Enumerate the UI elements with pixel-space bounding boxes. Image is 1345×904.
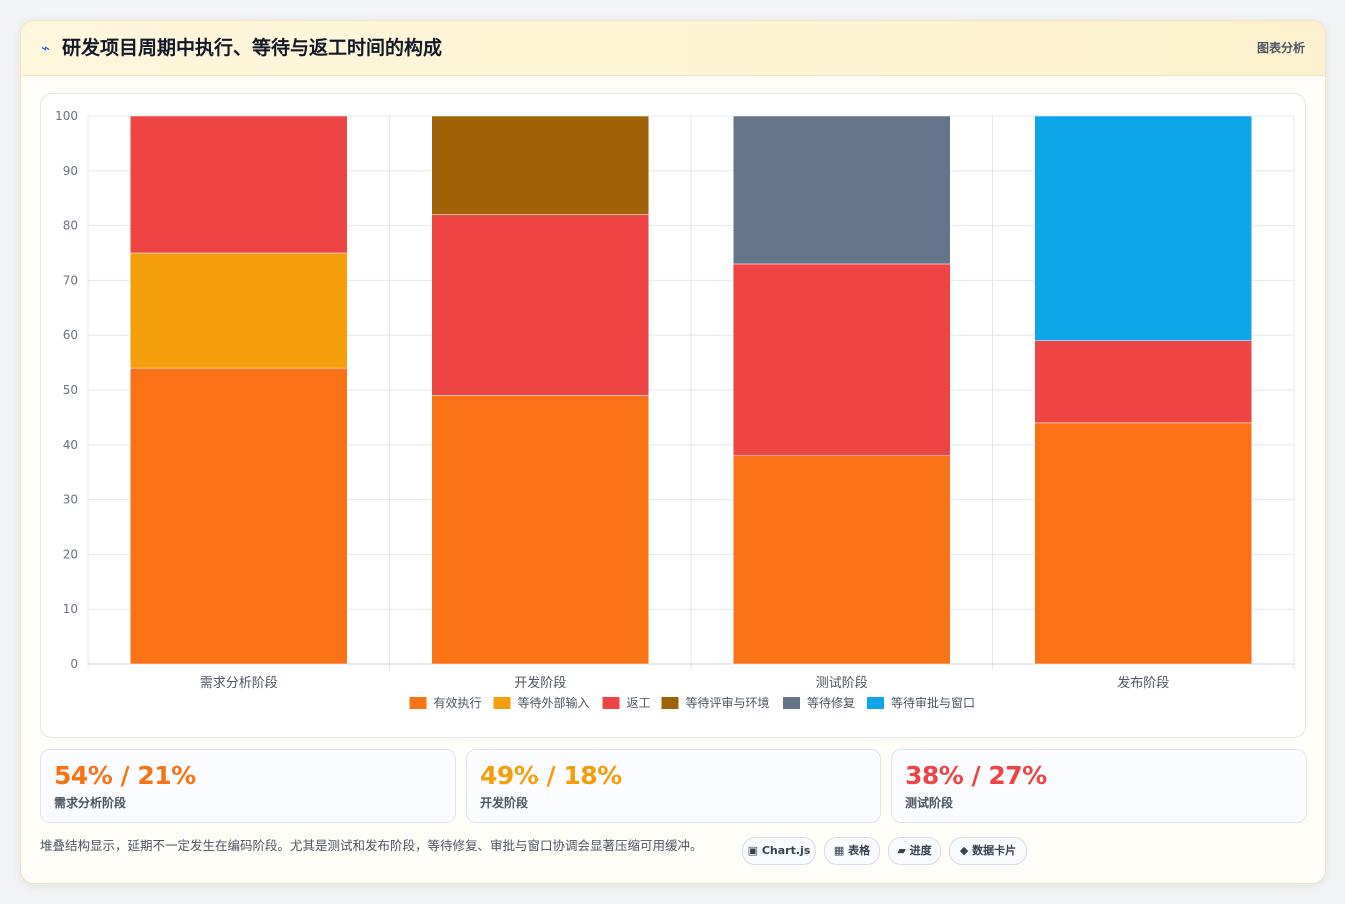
legend-swatch [867,697,884,709]
stat-card-testing: 38% / 27% 测试阶段 [891,749,1307,823]
x-tick-label: 测试阶段 [816,676,868,691]
table-icon: ▦ [833,844,845,857]
x-tick-label: 发布阶段 [1117,675,1169,691]
y-tick-label: 70 [63,273,78,287]
bar-segment [431,214,650,396]
y-tick-label: 30 [63,493,78,507]
y-tick-label: 0 [70,657,78,671]
legend-swatch [783,697,800,709]
bar-segment [129,367,348,665]
legend-label: 返工 [627,696,651,710]
chart-icon: ▣ [747,844,759,857]
legend-swatch [409,697,427,709]
insight-note: 堆叠结构显示，延期不一定发生在编码阶段。尤其是测试和发布阶段，等待修复、审批与窗… [40,838,703,853]
bar-segment [1034,115,1253,341]
legend-label: 等待外部输入 [518,695,590,710]
bar-segment [732,455,951,665]
x-tick-label: 开发阶段 [514,675,566,691]
stat-value: 49% / 18% [480,761,622,790]
chart-card: ⌁ 研发项目周期中执行、等待与返工时间的构成 图表分析 0 10 20 30 40 50 6… [20,20,1326,884]
bar-segment [129,115,348,254]
legend-label: 有效执行 [434,695,482,710]
y-tick-label: 80 [63,219,78,233]
y-tick-label: 60 [63,328,78,342]
chip-data-card[interactable]: ◆ 数据卡片 [949,837,1027,865]
chart-title: 研发项目周期中执行、等待与返工时间的构成 [62,37,443,59]
stacked-bar-chart: 0 10 20 30 40 50 60 70 80 90 100 需求分析阶段 开发阶段 测试阶段 发布阶段… [55,109,1295,710]
chart-container: 0 10 20 30 40 50 60 70 80 90 100 需求分析阶段 开发阶段 测试阶段 发布阶段… [40,93,1306,738]
legend-swatch [602,697,620,709]
y-tick-label: 90 [63,164,78,178]
legend-swatch [661,697,679,709]
y-tick-label: 20 [63,547,78,561]
card-header: ⌁ 研发项目周期中执行、等待与返工时间的构成 图表分析 [21,21,1325,76]
legend-label: 等待评审与环境 [686,695,770,710]
legend-label: 等待修复 [807,695,855,710]
chip-label: 数据卡片 [972,844,1017,857]
chip-progress[interactable]: ▰ 进度 [888,837,941,865]
stat-value: 54% / 21% [54,761,196,790]
bar-segment [431,395,650,665]
stat-card-requirements: 54% / 21% 需求分析阶段 [40,749,456,823]
x-tick-label: 需求分析阶段 [200,676,278,691]
y-tick-label: 100 [55,109,78,123]
stat-label: 需求分析阶段 [54,796,127,810]
y-tick-label: 10 [63,602,78,616]
legend-swatch [493,697,511,709]
chip-label: 进度 [909,844,932,857]
bar-segment [1034,340,1253,424]
lightning-icon: ⌁ [41,39,51,57]
chip-chartjs[interactable]: ▣ Chart.js [742,837,816,865]
bar-segment [129,252,348,369]
bar-segment [732,263,951,457]
diamond-icon: ◆ [959,844,969,857]
progress-icon: ▰ [897,844,906,857]
y-tick-label: 50 [63,383,78,397]
chip-label: 表格 [848,844,871,857]
stat-value: 38% / 27% [905,761,1047,790]
y-tick-label: 40 [63,438,78,452]
bar-segment [732,115,951,265]
bar-segment [431,115,650,215]
legend-label: 等待审批与窗口 [891,695,975,710]
chip-label: Chart.js [761,844,811,857]
stat-card-development: 49% / 18% 开发阶段 [466,749,881,823]
chip-table[interactable]: ▦ 表格 [824,837,880,865]
bar-segment [1034,422,1253,665]
stat-label: 开发阶段 [480,796,529,810]
stat-label: 测试阶段 [905,796,954,810]
chart-analysis-tag: 图表分析 [1256,41,1305,55]
